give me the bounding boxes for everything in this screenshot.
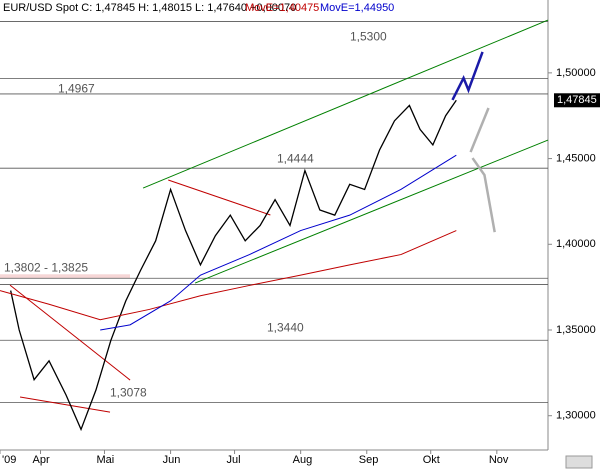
series-line <box>10 99 457 432</box>
last-price-box <box>554 93 600 108</box>
y-tick-label: 1,35000 <box>556 324 596 336</box>
trend-line <box>19 396 111 413</box>
level-label: 1,4967 <box>58 82 95 96</box>
last-price-label: 1,47845 <box>557 94 597 106</box>
level-band <box>0 274 130 279</box>
level-label: 1,5300 <box>350 30 387 44</box>
trend-line <box>168 179 271 216</box>
trend-line <box>9 284 131 381</box>
x-tick-label: Nov <box>489 454 509 466</box>
level-label: 1,3078 <box>110 386 147 400</box>
x-tick-label: Okt <box>423 454 440 466</box>
x-tick-label: Mai <box>96 454 114 466</box>
x-tick-label: Aug <box>293 454 313 466</box>
x-tick-label: Jul <box>227 454 241 466</box>
x-tick-label: Jun <box>163 454 181 466</box>
y-tick-label: 1,40000 <box>556 238 596 250</box>
trend-line <box>471 157 496 233</box>
trend-line <box>451 51 484 101</box>
x-tick-label: Sep <box>359 454 379 466</box>
x-tick-label: Apr <box>33 454 50 466</box>
level-label: 1,3440 <box>267 320 304 334</box>
trend-line <box>194 139 549 284</box>
y-tick-label: 1,50000 <box>556 67 596 79</box>
legend-entry: MovE=1,44950 <box>320 2 394 14</box>
x-tick-label: '09 <box>2 454 16 466</box>
y-tick-label: 1,45000 <box>556 152 596 164</box>
level-label: 1,4444 <box>277 151 314 165</box>
trend-line <box>142 19 549 189</box>
chart-title: EUR/USD Spot C: 1,47845 H: 1,48015 L: 1,… <box>3 2 296 14</box>
series-line <box>100 154 457 331</box>
trend-line <box>469 107 490 153</box>
legend-entry: MovE=1,40475 <box>245 2 319 14</box>
y-tick-label: 1,30000 <box>556 410 596 422</box>
level-label: 1,3802 - 1,3825 <box>4 260 88 274</box>
header: EUR/USD Spot C: 1,47845 H: 1,48015 L: 1,… <box>3 2 394 14</box>
icon <box>565 455 593 469</box>
series-line <box>0 230 457 321</box>
